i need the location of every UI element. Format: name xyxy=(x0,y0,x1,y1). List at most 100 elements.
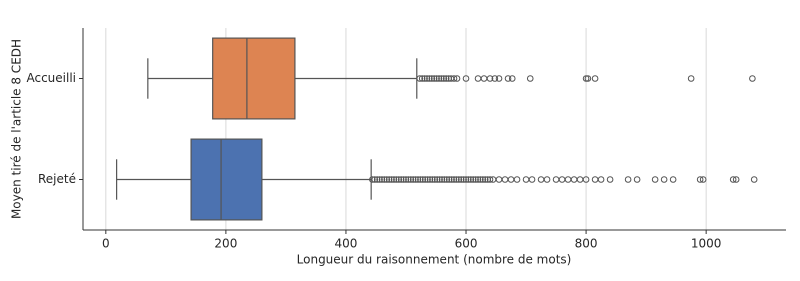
x-axis-label: Longueur du raisonnement (nombre de mots… xyxy=(297,253,572,267)
x-tick-label: 400 xyxy=(334,237,357,251)
outlier xyxy=(381,176,388,183)
outlier xyxy=(453,75,461,82)
outlier xyxy=(419,176,427,183)
outlier xyxy=(421,176,429,183)
outlier xyxy=(407,176,415,183)
outlier xyxy=(543,176,551,183)
outlier xyxy=(445,176,453,183)
outlier xyxy=(435,75,443,82)
outlier xyxy=(455,176,463,183)
outlier xyxy=(606,176,614,183)
outlier xyxy=(414,176,422,183)
outlier xyxy=(462,176,470,183)
outlier xyxy=(481,176,489,183)
outlier xyxy=(450,176,458,183)
outlier xyxy=(457,176,465,183)
outlier xyxy=(376,176,383,183)
outlier xyxy=(443,176,451,183)
outlier xyxy=(402,176,410,183)
outlier xyxy=(426,75,433,82)
outlier xyxy=(584,75,592,82)
outlier xyxy=(469,176,477,183)
outlier xyxy=(479,176,487,183)
outlier xyxy=(429,176,436,183)
outlier xyxy=(651,176,659,183)
outlier xyxy=(393,176,400,183)
outlier xyxy=(660,176,668,183)
box xyxy=(212,37,296,120)
outlier xyxy=(669,176,677,183)
outlier xyxy=(467,176,475,183)
outlier xyxy=(373,176,381,183)
outlier xyxy=(450,75,458,82)
outlier xyxy=(486,176,494,183)
outlier xyxy=(460,176,467,183)
outlier xyxy=(591,176,599,183)
outlier xyxy=(732,176,740,183)
outlier xyxy=(436,176,443,183)
outlier xyxy=(438,75,445,82)
outlier xyxy=(495,176,503,183)
outlier xyxy=(453,176,460,183)
outlier xyxy=(513,176,521,183)
outlier xyxy=(474,75,482,82)
outlier xyxy=(462,75,470,82)
outlier xyxy=(395,176,403,183)
outlier xyxy=(687,75,695,82)
outlier xyxy=(582,176,590,183)
outlier xyxy=(423,75,431,82)
x-tick-label: 200 xyxy=(214,237,237,251)
x-tick-label: 600 xyxy=(455,237,478,251)
outlier xyxy=(441,176,448,183)
outlier xyxy=(477,176,484,183)
outlier xyxy=(385,176,393,183)
y-tick-label: Accueilli xyxy=(26,71,76,85)
outlier xyxy=(430,75,438,82)
outlier xyxy=(424,176,431,183)
outlier xyxy=(480,75,488,82)
outlier xyxy=(426,176,434,183)
outlier xyxy=(416,75,424,82)
box xyxy=(190,138,263,221)
outlier xyxy=(699,176,707,183)
outlier xyxy=(418,75,426,82)
x-tick-label: 1000 xyxy=(691,237,722,251)
outlier xyxy=(633,176,641,183)
outlier xyxy=(428,75,436,82)
outlier xyxy=(537,176,545,183)
outlier xyxy=(491,75,499,82)
outlier xyxy=(472,176,479,183)
outlier xyxy=(417,176,424,183)
outlier xyxy=(378,176,386,183)
outlier xyxy=(371,176,379,183)
outlier xyxy=(582,75,590,82)
outlier xyxy=(440,75,448,82)
outlier xyxy=(412,176,419,183)
outlier xyxy=(448,176,455,183)
outlier xyxy=(495,75,503,82)
outlier xyxy=(597,176,605,183)
outlier xyxy=(576,176,584,183)
outlier xyxy=(397,176,405,183)
outlier xyxy=(405,176,412,183)
outlier xyxy=(526,75,534,82)
outlier xyxy=(438,176,446,183)
outlier xyxy=(409,176,417,183)
outlier xyxy=(383,176,391,183)
outlier xyxy=(421,75,428,82)
outlier xyxy=(528,176,536,183)
outlier xyxy=(501,176,509,183)
outlier xyxy=(522,176,530,183)
x-tick-label: 800 xyxy=(575,237,598,251)
outlier xyxy=(750,176,758,183)
x-tick-label: 0 xyxy=(102,237,110,251)
outlier xyxy=(486,75,494,82)
outlier xyxy=(507,176,515,183)
y-tick-label: Rejeté xyxy=(38,172,76,186)
outlier xyxy=(591,75,599,82)
outlier xyxy=(433,176,441,183)
outlier xyxy=(400,176,407,183)
outlier xyxy=(390,176,398,183)
outlier xyxy=(504,75,512,82)
